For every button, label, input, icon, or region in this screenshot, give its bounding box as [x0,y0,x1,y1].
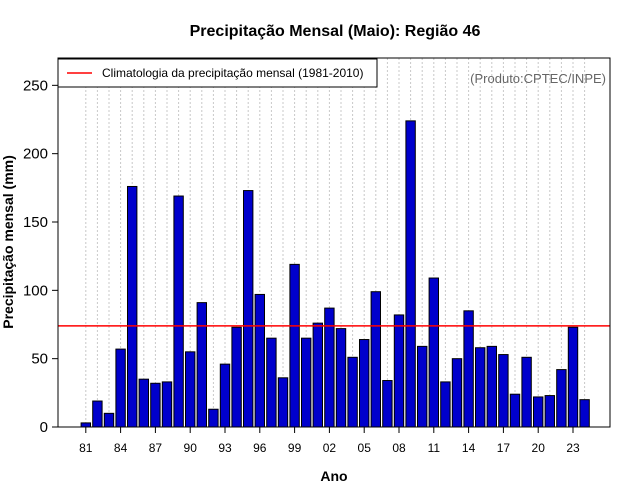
bar-2008 [393,314,405,428]
vertical-grid [85,58,586,427]
bar-2019 [521,356,532,428]
bar-2010 [417,345,428,428]
bar-2013 [451,358,463,428]
x-tick-label: 11 [428,441,441,455]
x-tick-label: 84 [114,441,128,455]
x-tick-label: 23 [566,441,580,455]
y-tick-label: 100 [23,282,48,299]
x-tick-label: 96 [253,441,267,455]
bar-1983 [103,412,115,428]
bar-2018 [509,393,521,428]
bar-1997 [266,337,277,428]
bar-1981 [80,422,91,428]
bar-1999 [289,263,300,428]
bar-1994 [231,326,242,428]
y-tick-label: 0 [40,419,48,436]
bar-2009 [405,120,416,428]
bar-2024 [579,399,590,428]
x-tick-label: 93 [218,441,232,455]
y-tick-label: 150 [23,214,48,231]
y-tick-label: 50 [31,351,48,368]
x-tick-label: 17 [497,441,511,455]
bar-2001 [312,322,324,428]
bar-2011 [428,277,440,428]
bar-1986 [138,378,150,428]
bar-2007 [382,380,393,428]
x-tick-label: 87 [149,441,163,455]
x-tick-label: 08 [392,441,406,455]
bar-2004 [347,356,358,428]
bar-1998 [277,377,289,428]
bar-2012 [440,381,451,428]
bar-2021 [544,395,555,428]
bar-1996 [254,293,266,428]
x-tick-label: 81 [79,441,93,455]
bar-2014 [463,310,474,428]
product-credit: (Produto:CPTEC/INPE) [470,71,606,86]
x-tick-label: 02 [323,441,337,455]
bar-1990 [185,351,196,428]
x-tick-label: 99 [288,441,302,455]
bar-2022 [556,369,567,428]
y-tick-label: 200 [23,146,48,163]
legend: Climatologia da precipitação mensal (198… [57,58,378,88]
bar-1993 [219,363,231,428]
bar-2015 [475,347,486,428]
bar-2023 [567,326,579,428]
bar-1982 [92,400,103,428]
chart-title: Precipitação Mensal (Maio): Região 46 [190,23,481,40]
bar-2016 [486,345,498,428]
y-tick-label: 250 [23,77,48,94]
bar-2006 [370,291,382,428]
bar-1988 [161,381,173,428]
x-tick-label: 20 [532,441,546,455]
bar-1991 [196,302,208,428]
x-tick-label: 05 [358,441,372,455]
bar-2020 [533,396,544,428]
bar-2000 [301,337,312,428]
y-axis: 0 50 100 150 200 250 [23,77,58,436]
bar-2017 [498,354,509,428]
bar-1989 [173,195,184,428]
bar-1992 [208,408,219,428]
bar-1984 [115,348,126,428]
bar-2003 [335,328,347,428]
plot-frame [57,57,611,428]
bar-1987 [150,382,161,428]
legend-box [57,58,378,88]
bar-1995 [243,190,254,428]
x-tick-label: 90 [184,441,198,455]
bar-2005 [359,339,370,428]
bar-1985 [127,185,138,428]
x-tick-label: 14 [462,441,476,455]
x-axis: 81 84 87 90 93 96 99 02 05 08 11 14 17 20 23 [79,427,580,455]
y-axis-title: Precipitação mensal (mm) [0,155,16,329]
x-axis-title: Ano [320,468,347,484]
legend-label: Climatologia da precipitação mensal (198… [102,66,363,80]
bars [80,120,590,428]
